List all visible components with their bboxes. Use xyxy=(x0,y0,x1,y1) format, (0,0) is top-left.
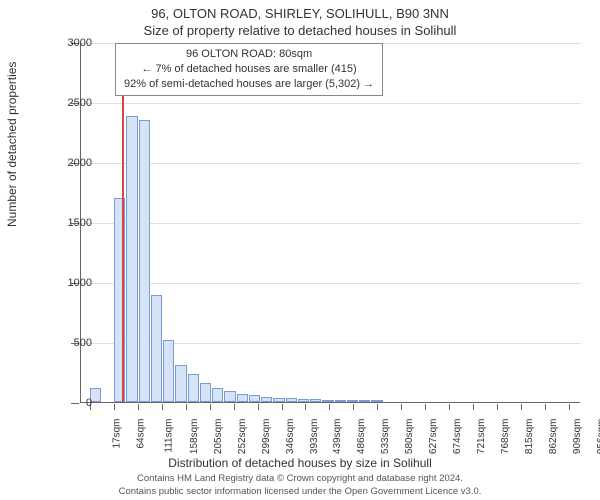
grid-line xyxy=(81,223,581,224)
histogram-bar xyxy=(126,116,137,402)
histogram-bar xyxy=(224,391,235,402)
y-tick-label: 2000 xyxy=(42,157,92,169)
x-tick xyxy=(114,404,115,410)
x-tick-label: 252sqm xyxy=(237,419,248,455)
histogram-bar xyxy=(298,399,309,402)
histogram-bar xyxy=(273,398,284,402)
x-tick-label: 815sqm xyxy=(524,419,535,455)
histogram-bar xyxy=(286,398,297,402)
histogram-bar xyxy=(163,340,174,402)
x-tick xyxy=(449,404,450,410)
y-axis-title: Number of detached properties xyxy=(5,62,19,227)
histogram-bar xyxy=(261,397,272,402)
histogram-bar xyxy=(212,388,223,402)
x-tick xyxy=(210,404,211,410)
grid-line xyxy=(81,103,581,104)
x-tick xyxy=(305,404,306,410)
histogram-chart xyxy=(80,43,580,403)
x-tick-label: 862sqm xyxy=(548,419,559,455)
x-axis-title: Distribution of detached houses by size … xyxy=(0,456,600,470)
histogram-bar xyxy=(322,400,333,402)
histogram-bar xyxy=(335,400,346,402)
x-tick-label: 299sqm xyxy=(261,419,272,455)
x-tick-label: 674sqm xyxy=(452,419,463,455)
x-tick xyxy=(282,404,283,410)
x-tick xyxy=(545,404,546,410)
x-tick-label: 486sqm xyxy=(356,419,367,455)
y-tick-label: 1000 xyxy=(42,277,92,289)
x-tick-label: 721sqm xyxy=(476,419,487,455)
histogram-bar xyxy=(347,400,358,402)
property-marker-line xyxy=(122,43,124,402)
x-tick xyxy=(425,404,426,410)
grid-line xyxy=(81,283,581,284)
x-tick xyxy=(138,404,139,410)
y-tick-label: 3000 xyxy=(42,37,92,49)
x-tick xyxy=(186,404,187,410)
x-tick-label: 346sqm xyxy=(285,419,296,455)
info-line-1: 96 OLTON ROAD: 80sqm xyxy=(124,47,374,62)
footer-line-1: Contains HM Land Registry data © Crown c… xyxy=(0,473,600,485)
x-tick-label: 580sqm xyxy=(404,419,415,455)
x-tick-label: 909sqm xyxy=(572,419,583,455)
histogram-bar xyxy=(371,400,382,402)
y-tick-label: 2500 xyxy=(42,97,92,109)
x-tick xyxy=(473,404,474,410)
x-tick-label: 956sqm xyxy=(596,419,600,455)
histogram-bar xyxy=(188,374,199,402)
info-line-2: ← 7% of detached houses are smaller (415… xyxy=(124,62,374,77)
x-tick-label: 205sqm xyxy=(213,419,224,455)
info-line-3: 92% of semi-detached houses are larger (… xyxy=(124,77,374,92)
subtitle: Size of property relative to detached ho… xyxy=(0,21,600,38)
x-tick xyxy=(569,404,570,410)
info-box: 96 OLTON ROAD: 80sqm ← 7% of detached ho… xyxy=(115,43,383,96)
x-tick xyxy=(521,404,522,410)
x-tick-label: 111sqm xyxy=(163,419,174,453)
footer: Contains HM Land Registry data © Crown c… xyxy=(0,473,600,498)
histogram-bar xyxy=(151,295,162,402)
x-tick-label: 439sqm xyxy=(332,419,343,455)
x-tick xyxy=(497,404,498,410)
x-tick-label: 393sqm xyxy=(309,419,320,455)
histogram-bar xyxy=(200,383,211,402)
plot-area xyxy=(80,43,580,403)
x-tick xyxy=(377,404,378,410)
histogram-bar xyxy=(359,400,370,402)
footer-line-2: Contains public sector information licen… xyxy=(0,486,600,498)
x-tick xyxy=(234,404,235,410)
histogram-bar xyxy=(310,399,321,402)
x-tick-label: 533sqm xyxy=(380,419,391,455)
x-tick xyxy=(258,404,259,410)
x-tick xyxy=(162,404,163,410)
x-tick-label: 158sqm xyxy=(189,419,200,455)
histogram-bar xyxy=(139,120,150,402)
x-tick xyxy=(401,404,402,410)
grid-line xyxy=(81,163,581,164)
x-tick-label: 64sqm xyxy=(135,419,146,449)
x-tick-label: 768sqm xyxy=(500,419,511,455)
x-tick-label: 17sqm xyxy=(111,419,122,449)
histogram-bar xyxy=(175,365,186,402)
y-tick-label: 1500 xyxy=(42,217,92,229)
x-tick xyxy=(329,404,330,410)
y-tick-label: 500 xyxy=(42,337,92,349)
histogram-bar xyxy=(237,394,248,402)
address-title: 96, OLTON ROAD, SHIRLEY, SOLIHULL, B90 3… xyxy=(0,0,600,21)
y-tick-label: 0 xyxy=(42,397,92,409)
histogram-bar xyxy=(249,395,260,402)
x-tick xyxy=(353,404,354,410)
x-tick-label: 627sqm xyxy=(428,419,439,455)
